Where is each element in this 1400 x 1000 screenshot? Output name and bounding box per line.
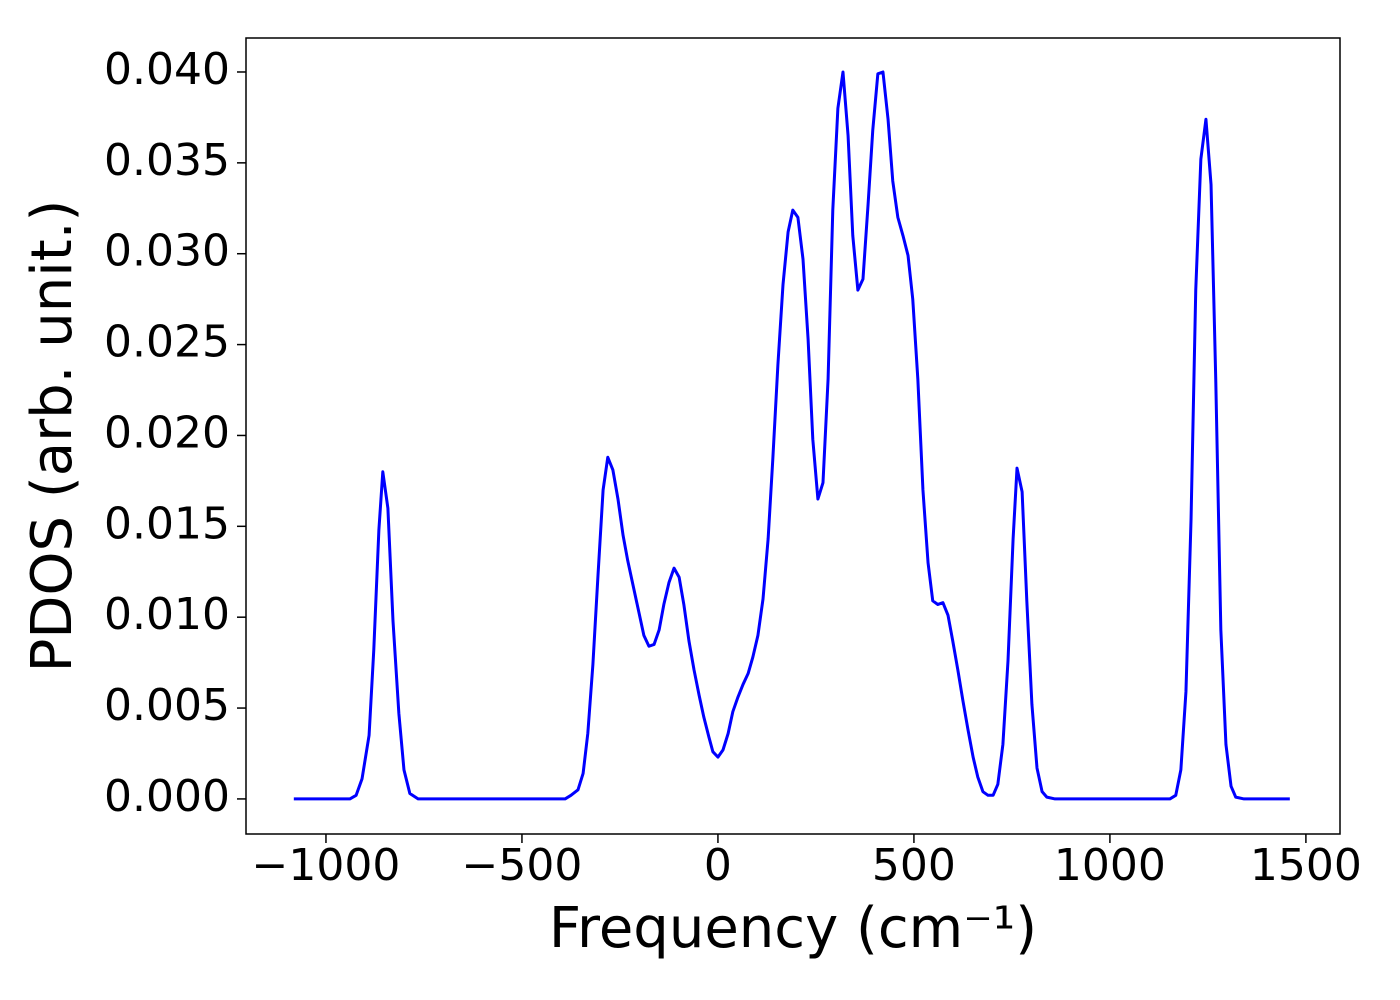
y-tick-label: 0.010 (104, 589, 230, 640)
x-axis-label: Frequency (cm⁻¹) (549, 896, 1037, 961)
x-tick-label: −500 (462, 840, 583, 891)
y-tick-label: 0.015 (104, 498, 230, 549)
plot-frame (245, 37, 1341, 835)
x-tick-label: 500 (872, 840, 956, 891)
pdos-line (293, 70, 1290, 801)
y-tick-label: 0.000 (104, 771, 230, 822)
x-tick-label: −1000 (252, 840, 401, 891)
y-tick-label: 0.005 (104, 680, 230, 731)
y-tick-label: 0.020 (104, 407, 230, 458)
y-tick-label: 0.040 (104, 44, 230, 95)
y-tick-label: 0.025 (104, 317, 230, 368)
x-tick-label: 1500 (1250, 840, 1362, 891)
x-tick-label: 0 (704, 840, 732, 891)
y-tick-label: 0.030 (104, 226, 230, 277)
y-tick-label: 0.035 (104, 135, 230, 186)
y-axis-label: PDOS (arb. unit.) (20, 200, 85, 673)
x-tick-label: 1000 (1054, 840, 1166, 891)
